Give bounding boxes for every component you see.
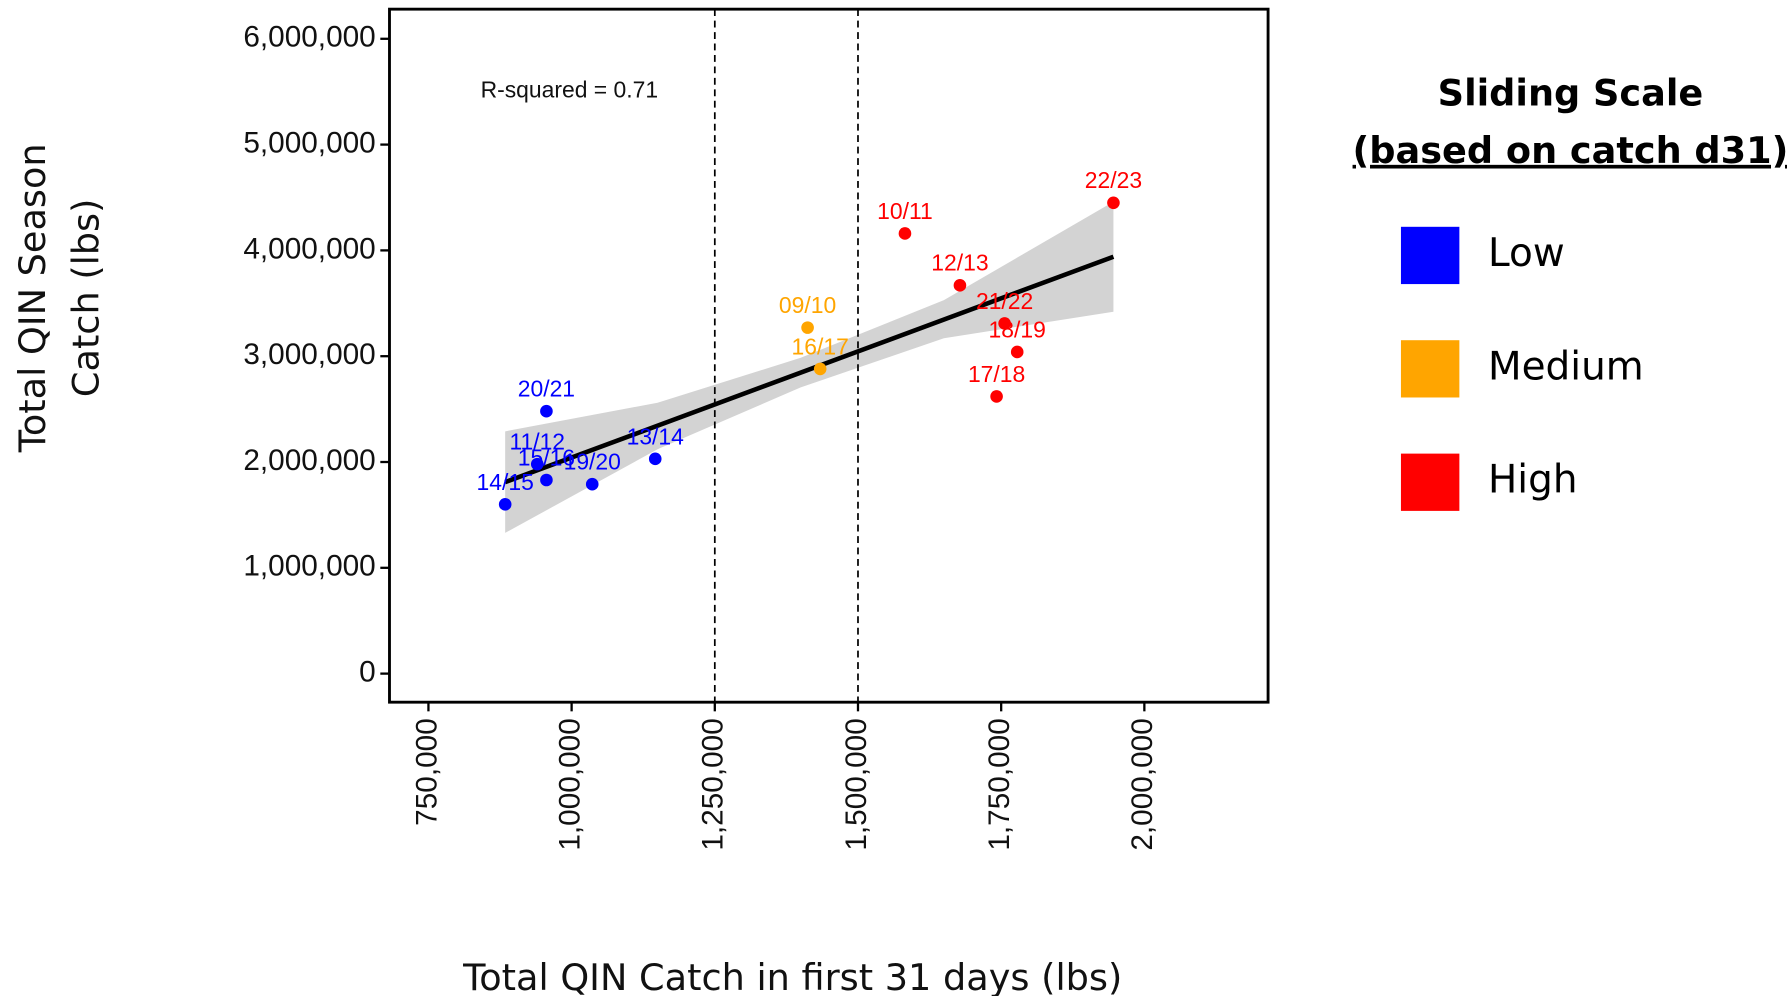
- legend-swatch: [1400, 226, 1460, 285]
- x-tick-label: 1,250,000: [697, 718, 730, 850]
- point-label: 17/18: [968, 361, 1025, 387]
- legend-title: Sliding Scale: [1438, 72, 1704, 115]
- legend-label: High: [1488, 458, 1578, 503]
- data-point: [998, 317, 1011, 330]
- data-point: [801, 321, 814, 334]
- point-label: 20/21: [518, 376, 575, 402]
- data-point: [953, 279, 967, 292]
- point-label: 22/23: [1085, 167, 1142, 193]
- legend-title: (based on catch d31): [1353, 129, 1787, 172]
- point-label: 12/13: [931, 250, 988, 276]
- point-label: 16/17: [792, 333, 849, 359]
- annotation: R-squared = 0.71: [481, 77, 659, 103]
- data-point: [648, 452, 662, 466]
- y-tick-label: 0: [359, 655, 376, 688]
- legend-swatch: [1400, 453, 1460, 511]
- data-point: [1107, 196, 1120, 210]
- data-point: [540, 404, 553, 418]
- point-label: 11/12: [509, 429, 565, 455]
- x-tick-label: 2,000,000: [1126, 718, 1159, 850]
- x-axis-title: Total QIN Catch in first 31 days (lbs): [462, 956, 1122, 996]
- data-point: [498, 498, 512, 511]
- point-label: 13/14: [627, 423, 685, 449]
- y-tick-label: 2,000,000: [243, 444, 375, 477]
- y-tick-label: 6,000,000: [243, 21, 375, 54]
- y-axis-title: Catch (lbs): [65, 199, 108, 398]
- point-label: 21/22: [976, 288, 1033, 314]
- x-tick-label: 1,000,000: [553, 718, 586, 850]
- point-label: 09/10: [779, 292, 836, 318]
- legend-label: Low: [1488, 231, 1565, 276]
- point-label: 19/20: [564, 449, 621, 475]
- data-point: [530, 457, 544, 471]
- y-tick-label: 4,000,000: [243, 232, 375, 265]
- data-point: [585, 477, 599, 491]
- x-tick-label: 1,500,000: [840, 718, 873, 850]
- legend-label: Medium: [1488, 344, 1644, 389]
- y-tick-label: 5,000,000: [243, 126, 375, 159]
- x-tick-label: 750,000: [410, 718, 443, 826]
- data-point: [990, 390, 1003, 403]
- data-point: [1010, 345, 1024, 359]
- y-tick-label: 1,000,000: [243, 550, 375, 583]
- y-axis-title: Total QIN Season: [11, 143, 54, 453]
- point-label: 15/16: [518, 444, 575, 470]
- data-point: [898, 227, 912, 240]
- y-tick-label: 3,000,000: [243, 338, 375, 371]
- x-tick-label: 1,750,000: [983, 718, 1016, 850]
- data-point: [813, 362, 827, 376]
- point-label: 14/15: [477, 469, 534, 495]
- legend-swatch: [1400, 340, 1460, 398]
- fit-line: [504, 254, 1115, 485]
- data-point: [540, 473, 553, 487]
- point-label: 10/11: [877, 198, 933, 224]
- point-label: 18/19: [989, 316, 1046, 342]
